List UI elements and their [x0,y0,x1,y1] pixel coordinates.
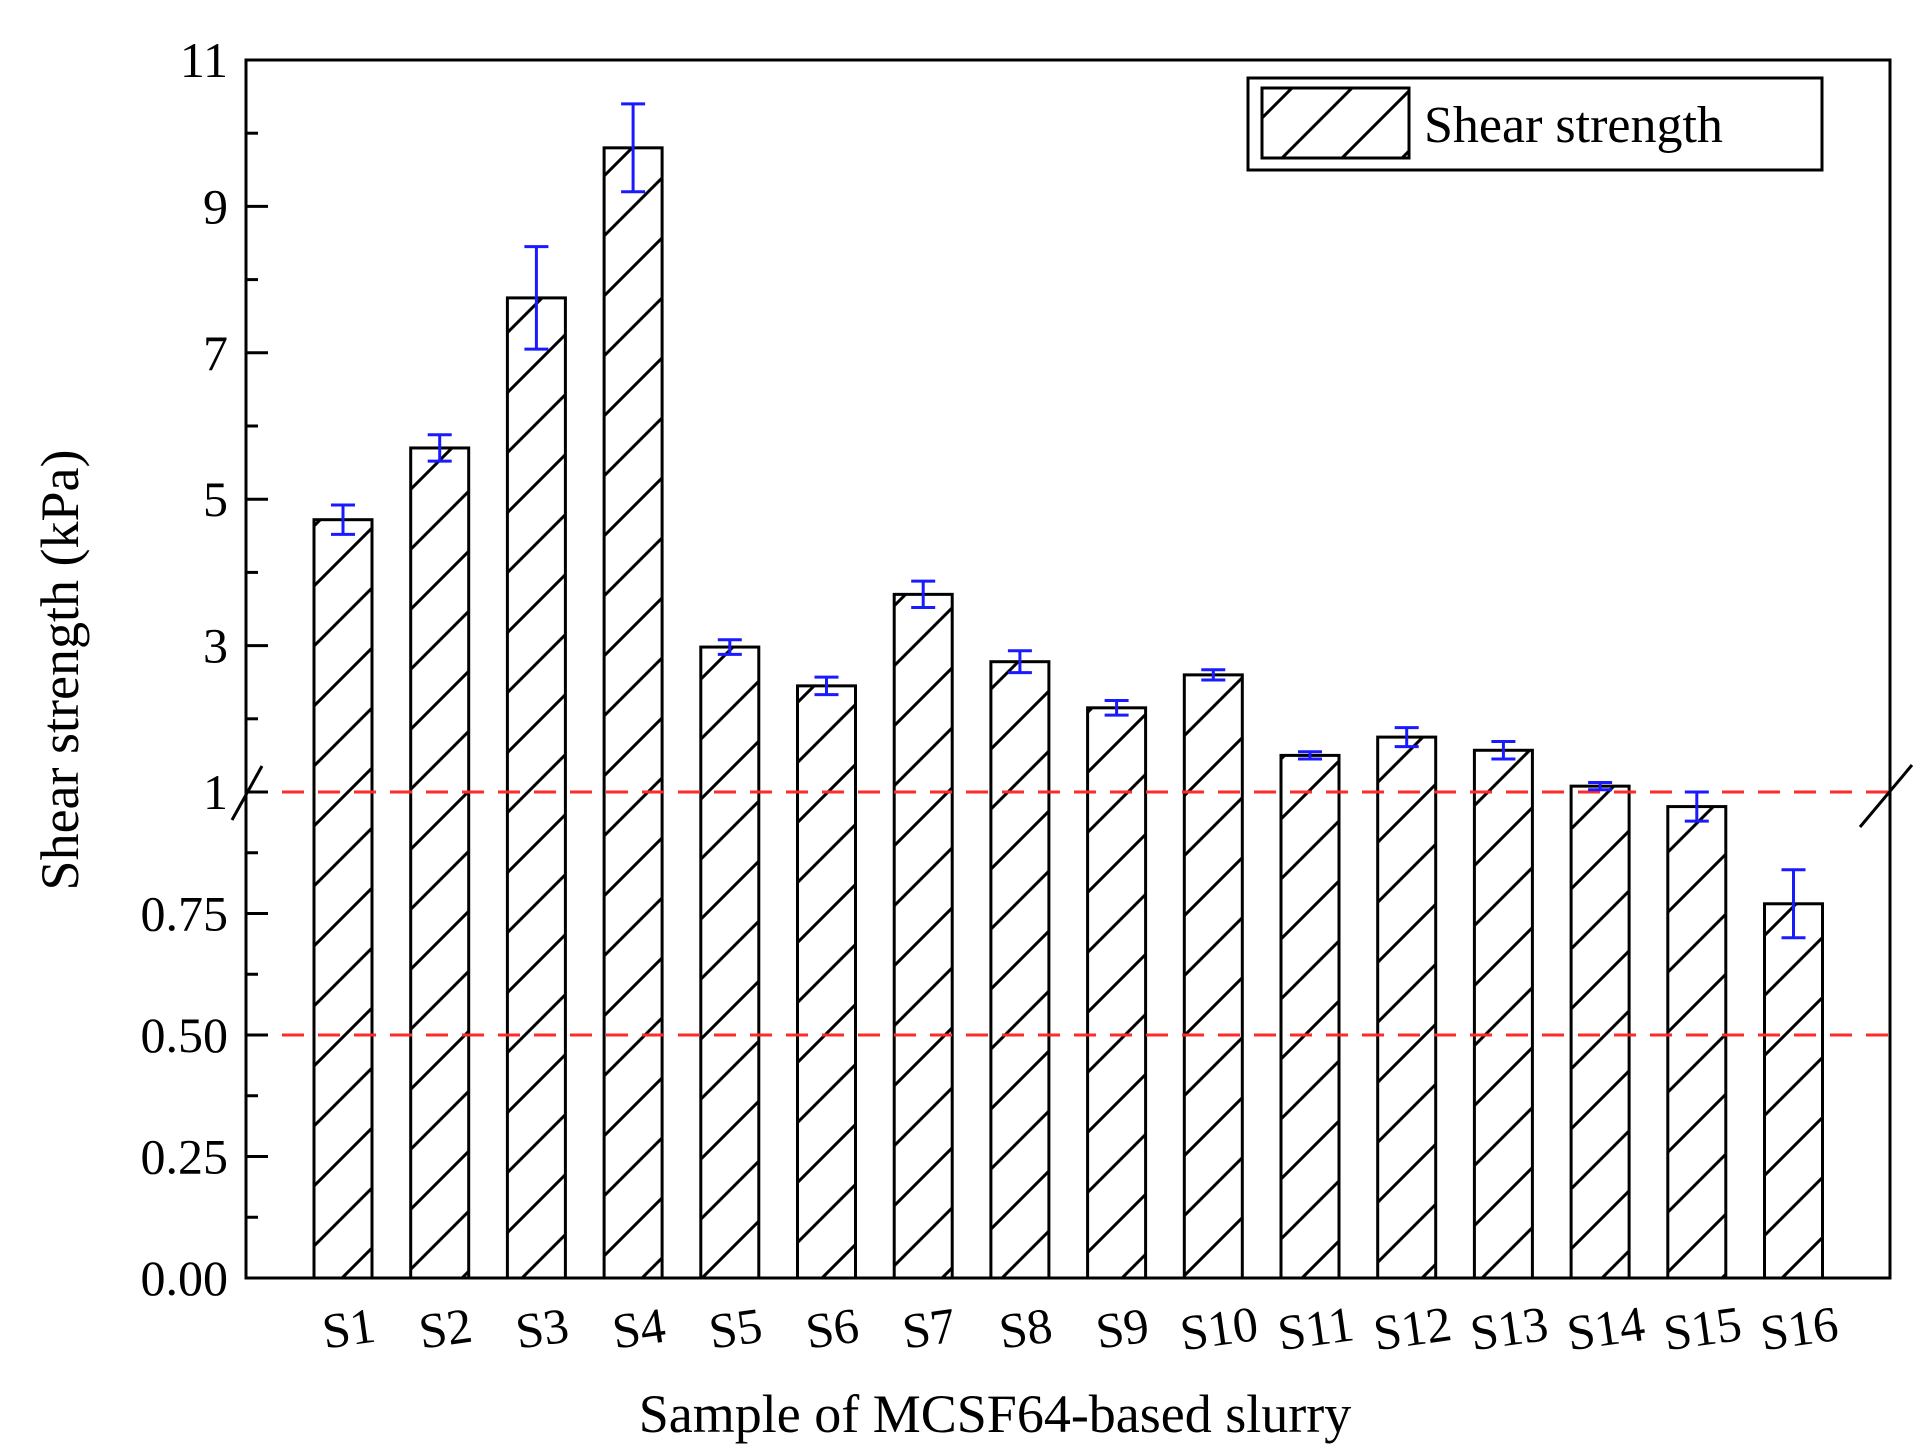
x-tick-label-s5: S5 [705,1297,765,1360]
x-tick-label-s4: S4 [609,1297,669,1360]
y-tick-label: 1 [203,764,228,820]
legend-label: Shear strength [1424,97,1723,154]
x-tick-label-s8: S8 [995,1297,1055,1360]
y-tick-label: 3 [203,618,228,674]
x-tick-label-s7: S7 [899,1297,959,1360]
error-bars [331,102,1806,940]
y-axis-title: Shear strength (kPa) [30,450,90,891]
y-axis-ticks: 0.00 0.25 0.50 0.75 1 3 5 7 9 11 [141,32,268,1306]
x-tick-label-s9: S9 [1092,1297,1152,1360]
bars [312,146,1824,1280]
legend-swatch [1260,86,1411,160]
bar-s2 [409,446,471,1280]
bar-s9 [1086,706,1148,1280]
bar-s6 [796,684,857,1280]
y-tick-label: 0.75 [141,886,229,942]
bar-s15 [1666,805,1728,1280]
bar-s16 [1763,902,1824,1280]
bar-s10 [1182,673,1244,1280]
bar-s11 [1279,753,1341,1280]
x-axis-labels: S1 S2 S3 S4 S5 S6 S7 S8 S9 S10 S11 S12 S13 S14 S15 S16 [319,1295,1842,1361]
y-tick-label: 7 [203,325,228,381]
y-tick-label: 0.50 [141,1007,229,1063]
y-tick-label: 5 [203,471,228,527]
x-tick-label-s2: S2 [415,1297,475,1360]
x-tick-label-s16: S16 [1757,1295,1842,1361]
bar-s4 [602,146,664,1280]
bar-s8 [989,660,1051,1280]
x-tick-label-s1: S1 [319,1297,379,1360]
bar-s14 [1569,784,1631,1280]
y-tick-label: 0.25 [141,1129,229,1185]
plot-area-frame [244,58,1892,1280]
bar-s13 [1472,748,1534,1280]
x-tick-label-s13: S13 [1467,1295,1552,1361]
x-tick-label-s11: S11 [1274,1295,1357,1361]
x-tick-label-s12: S12 [1370,1295,1455,1361]
bar-s12 [1376,735,1438,1280]
y-tick-label: 11 [180,32,228,88]
bar-s5 [699,645,761,1280]
bar-s7 [892,592,954,1280]
y-tick-label: 0.00 [141,1250,229,1306]
x-tick-label-s15: S15 [1660,1295,1745,1361]
x-axis-title: Sample of MCSF64-based slurry [639,1384,1351,1444]
legend: Shear strength [1246,76,1824,172]
x-tick-label-s3: S3 [512,1297,572,1360]
y-tick-label: 9 [203,178,228,234]
bar-s3 [505,296,567,1280]
reference-lines [246,790,1890,1037]
x-tick-label-s6: S6 [802,1297,862,1360]
x-tick-label-s10: S10 [1177,1295,1262,1361]
bar-s1 [312,518,374,1280]
axis-break-right [1858,764,1914,828]
x-tick-label-s14: S14 [1563,1295,1648,1361]
